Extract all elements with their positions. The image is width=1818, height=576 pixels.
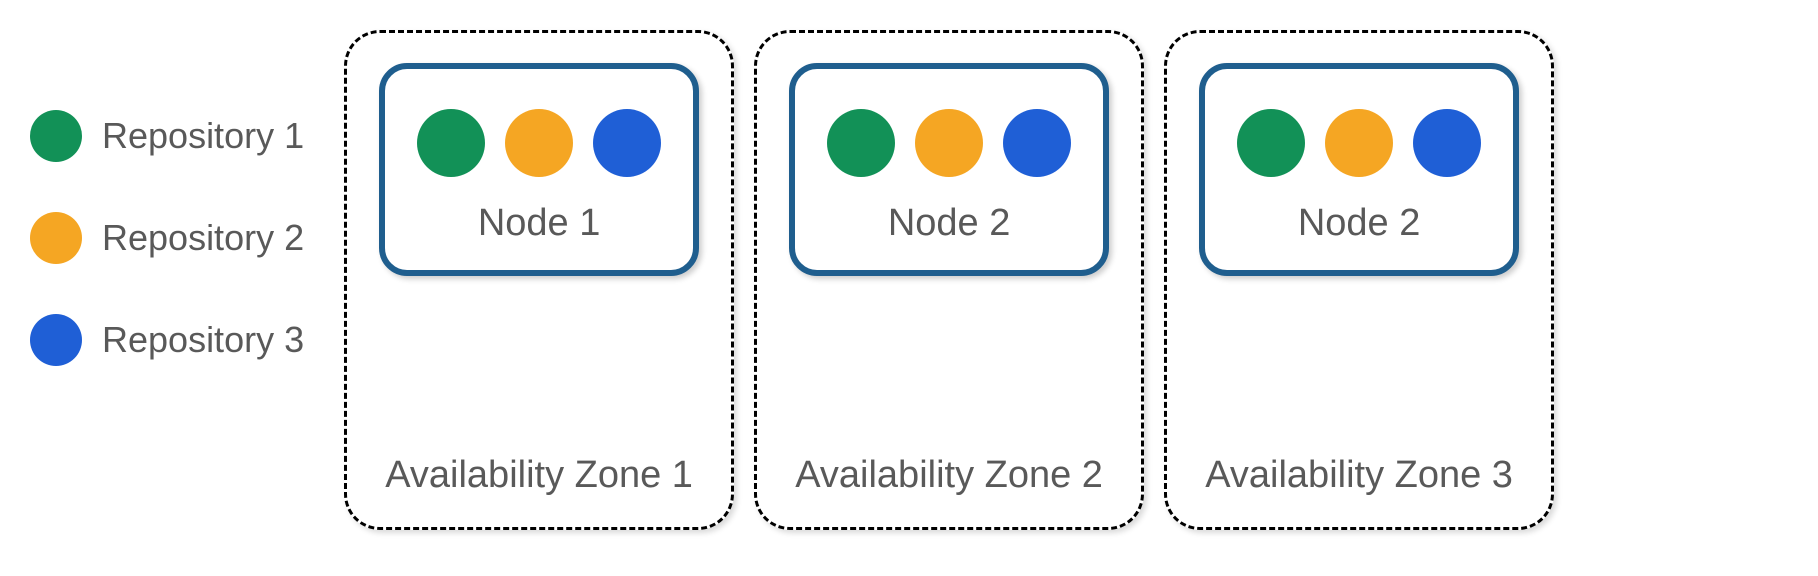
repo2-dot-icon bbox=[505, 109, 573, 177]
node-box: Node 2 bbox=[1199, 63, 1519, 276]
legend-label: Repository 3 bbox=[102, 319, 304, 361]
legend-item: Repository 2 bbox=[30, 212, 304, 264]
legend-label: Repository 1 bbox=[102, 115, 304, 157]
zones-container: Node 1 Availability Zone 1 Node 2 Availa… bbox=[344, 30, 1554, 530]
repo2-dot-icon bbox=[1325, 109, 1393, 177]
repo1-dot-icon bbox=[30, 110, 82, 162]
legend-item: Repository 3 bbox=[30, 314, 304, 366]
node-label: Node 2 bbox=[1298, 202, 1421, 245]
node-box: Node 1 bbox=[379, 63, 699, 276]
repo1-dot-icon bbox=[417, 109, 485, 177]
zone-label: Availability Zone 2 bbox=[795, 454, 1103, 497]
legend-item: Repository 1 bbox=[30, 110, 304, 162]
repo3-dot-icon bbox=[593, 109, 661, 177]
node-dots bbox=[1237, 109, 1481, 177]
repo2-dot-icon bbox=[915, 109, 983, 177]
repo1-dot-icon bbox=[827, 109, 895, 177]
availability-zone: Node 2 Availability Zone 2 bbox=[754, 30, 1144, 530]
repo3-dot-icon bbox=[1413, 109, 1481, 177]
repo2-dot-icon bbox=[30, 212, 82, 264]
legend-label: Repository 2 bbox=[102, 217, 304, 259]
node-dots bbox=[827, 109, 1071, 177]
repo1-dot-icon bbox=[1237, 109, 1305, 177]
zone-label: Availability Zone 1 bbox=[385, 454, 693, 497]
legend: Repository 1 Repository 2 Repository 3 bbox=[20, 30, 304, 366]
node-label: Node 2 bbox=[888, 202, 1011, 245]
repo3-dot-icon bbox=[30, 314, 82, 366]
zone-label: Availability Zone 3 bbox=[1205, 454, 1513, 497]
node-dots bbox=[417, 109, 661, 177]
availability-zone: Node 2 Availability Zone 3 bbox=[1164, 30, 1554, 530]
node-box: Node 2 bbox=[789, 63, 1109, 276]
repo3-dot-icon bbox=[1003, 109, 1071, 177]
availability-zone: Node 1 Availability Zone 1 bbox=[344, 30, 734, 530]
node-label: Node 1 bbox=[478, 202, 601, 245]
diagram-container: Repository 1 Repository 2 Repository 3 N… bbox=[0, 0, 1818, 560]
